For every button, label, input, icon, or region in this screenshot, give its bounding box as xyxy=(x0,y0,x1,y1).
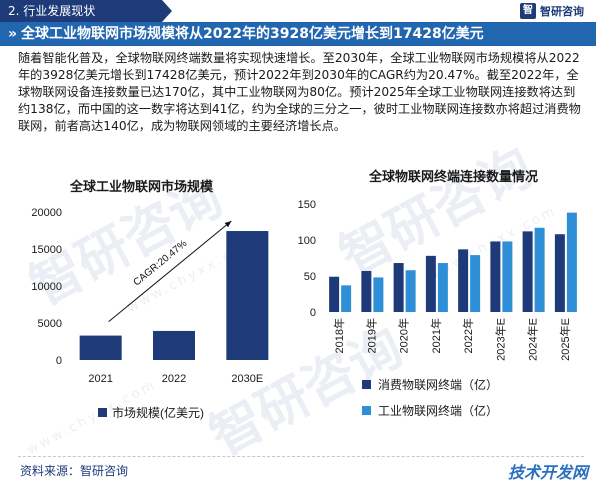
cagr-arrow-line xyxy=(108,220,232,322)
x-tick-label: 2030E xyxy=(231,373,263,385)
brand-name: 智研咨询 xyxy=(540,5,584,18)
chart-title-right: 全球物联网终端连接数量情况 xyxy=(369,170,539,185)
x-tick-label: 2023年E xyxy=(493,318,507,361)
bar xyxy=(361,270,372,312)
y-tick-label: 5000 xyxy=(38,318,62,330)
legend-label: 消费物联网终端（亿） xyxy=(378,377,498,392)
legend-swatch xyxy=(362,380,371,389)
y-tick-label: 150 xyxy=(298,199,316,211)
top-bar: 2. 行业发展现状 智 智研咨询 xyxy=(0,0,596,22)
corner-watermark: 技术开发网 xyxy=(507,463,588,482)
bar xyxy=(405,270,416,312)
y-tick-label: 50 xyxy=(304,271,316,283)
bar xyxy=(329,276,340,312)
bar xyxy=(566,212,577,312)
bar xyxy=(502,241,513,312)
brand: 智 智研咨询 xyxy=(520,3,584,19)
y-tick-label: 0 xyxy=(310,307,316,319)
bar xyxy=(393,263,404,312)
bar xyxy=(341,285,352,312)
bar xyxy=(79,335,122,360)
bar xyxy=(470,255,481,312)
y-tick-label: 100 xyxy=(298,235,316,247)
chart-right: 0 50 100 150 2018年 2019年 2020年 2021年 2022年 2023年E… xyxy=(298,199,577,418)
brand-logo-icon: 智 xyxy=(520,3,536,19)
x-tick-label: 2021年 xyxy=(429,318,443,353)
bar xyxy=(522,231,533,312)
bar xyxy=(226,231,269,360)
y-tick-label: 15000 xyxy=(31,244,62,256)
bar xyxy=(373,277,384,312)
y-tick-label: 10000 xyxy=(31,281,62,293)
bar xyxy=(153,330,195,360)
page-title: 全球工业物联网市场规模将从2022年的3928亿美元增长到17428亿美元 xyxy=(21,26,484,42)
chevron-right-icon: » xyxy=(8,26,18,42)
legend-label: 工业物联网终端（亿） xyxy=(378,403,498,418)
section-label: 2. 行业发展现状 xyxy=(8,4,96,18)
bar xyxy=(458,249,469,312)
body-paragraph: 随着智能化普及，全球物联网终端数量将实现快速增长。至2030年，全球工业物联网市… xyxy=(18,51,581,133)
chart-title-left: 全球工业物联网市场规模 xyxy=(70,180,214,195)
section-label-tab: 2. 行业发展现状 xyxy=(0,0,172,22)
x-tick-label: 2022年 xyxy=(461,318,475,353)
footer-divider xyxy=(18,456,584,457)
bar xyxy=(554,234,565,312)
x-tick-label: 2025年E xyxy=(558,318,572,361)
x-tick-label: 2024年E xyxy=(526,318,540,361)
x-tick-label: 2020年 xyxy=(397,318,411,353)
y-tick-label: 0 xyxy=(56,355,62,367)
legend-label: 市场规模(亿美元) xyxy=(112,405,204,420)
page-title-bar: » 全球工业物联网市场规模将从2022年的3928亿美元增长到17428亿美元 xyxy=(0,22,596,46)
bar xyxy=(437,263,448,312)
x-tick-label: 2022 xyxy=(162,373,186,385)
bar xyxy=(490,241,501,312)
cagr-arrow-head-icon xyxy=(224,221,232,228)
bar xyxy=(534,227,545,312)
tab-arrow-icon xyxy=(162,0,172,22)
legend-swatch xyxy=(98,408,107,417)
x-tick-label: 2018年 xyxy=(332,318,346,353)
chart-left: 0 5000 10000 15000 20000 2021 2022 2030E CAGR:20… xyxy=(31,207,269,420)
y-tick-label: 20000 xyxy=(31,207,62,219)
legend-swatch xyxy=(362,406,371,415)
bar xyxy=(425,255,436,312)
source-note: 资料来源：智研咨询 xyxy=(20,464,129,478)
x-tick-label: 2021 xyxy=(88,373,112,385)
cagr-annotation: CAGR:20.47% xyxy=(132,238,190,288)
x-tick-label: 2019年 xyxy=(364,318,378,353)
